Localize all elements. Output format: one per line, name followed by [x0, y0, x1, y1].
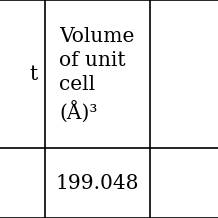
Text: Volume
of unit
cell
(Å)³: Volume of unit cell (Å)³ — [59, 27, 135, 123]
Text: 199.048: 199.048 — [55, 174, 139, 192]
Text: t: t — [29, 65, 37, 85]
